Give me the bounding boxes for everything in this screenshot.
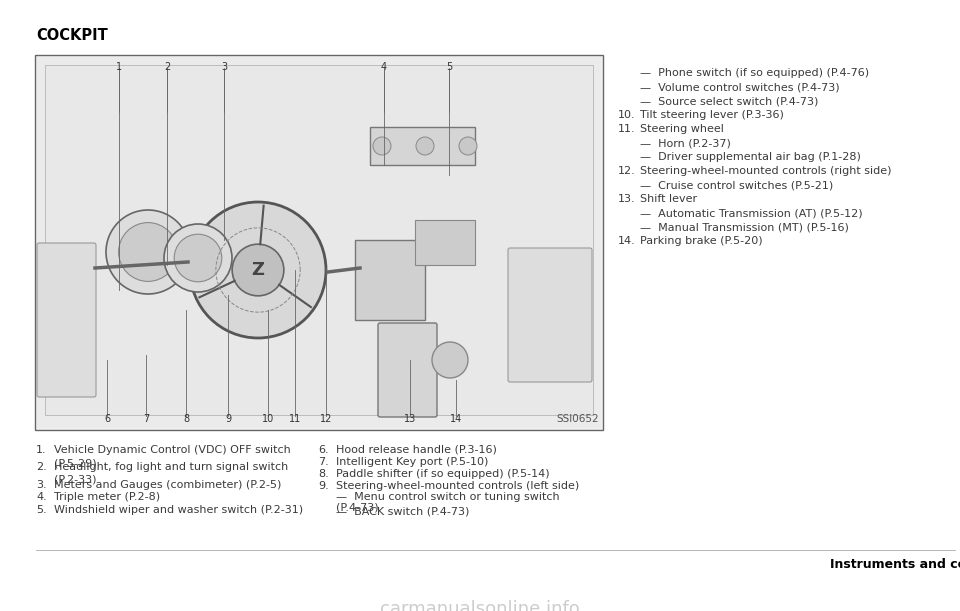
Bar [370, 127, 475, 165]
Text: 13.: 13. [618, 194, 636, 204]
Text: —  Cruise control switches (P.5-21): — Cruise control switches (P.5-21) [640, 180, 833, 190]
Text: 14: 14 [450, 414, 462, 424]
Text: 2.: 2. [36, 462, 47, 472]
Circle shape [190, 202, 326, 338]
Text: Instruments and controls: Instruments and controls [830, 558, 960, 571]
Text: Meters and Gauges (combimeter) (P.2-5): Meters and Gauges (combimeter) (P.2-5) [54, 480, 281, 490]
Text: 5.: 5. [36, 505, 47, 515]
Text: 11.: 11. [618, 124, 636, 134]
Text: COCKPIT: COCKPIT [36, 28, 108, 43]
Text: Intelligent Key port (P.5-10): Intelligent Key port (P.5-10) [336, 457, 489, 467]
Text: 4.: 4. [36, 492, 47, 502]
Text: 11: 11 [289, 414, 301, 424]
Circle shape [119, 222, 178, 282]
Text: —  Menu control switch or tuning switch: — Menu control switch or tuning switch [336, 492, 560, 502]
Text: Steering wheel: Steering wheel [640, 124, 724, 134]
Text: SSI0652: SSI0652 [557, 414, 599, 424]
Text: 12.: 12. [618, 166, 636, 176]
Text: —  Driver supplemental air bag (P.1-28): — Driver supplemental air bag (P.1-28) [640, 152, 861, 162]
Text: 1: 1 [116, 62, 122, 72]
Text: Z: Z [252, 261, 264, 279]
Text: —  Manual Transmission (MT) (P.5-16): — Manual Transmission (MT) (P.5-16) [640, 222, 849, 232]
Text: 3: 3 [221, 62, 228, 72]
Circle shape [106, 210, 190, 294]
Circle shape [164, 224, 232, 292]
Text: 8: 8 [183, 414, 189, 424]
Text: —  Volume control switches (P.4-73): — Volume control switches (P.4-73) [640, 82, 840, 92]
Text: 9: 9 [225, 414, 231, 424]
Text: 10.: 10. [618, 110, 636, 120]
Text: Hood release handle (P.3-16): Hood release handle (P.3-16) [336, 445, 497, 455]
Text: 2: 2 [164, 62, 170, 72]
Text: —  Automatic Transmission (AT) (P.5-12): — Automatic Transmission (AT) (P.5-12) [640, 208, 863, 218]
Circle shape [174, 234, 222, 282]
Text: —  Source select switch (P.4-73): — Source select switch (P.4-73) [640, 96, 818, 106]
Bar [45, 65, 593, 415]
Bar [355, 240, 425, 320]
Text: Paddle shifter (if so equipped) (P.5-14): Paddle shifter (if so equipped) (P.5-14) [336, 469, 550, 479]
Text: 9.: 9. [318, 481, 328, 491]
Circle shape [232, 244, 284, 296]
Text: carmanualsonline.info: carmanualsonline.info [380, 600, 580, 611]
FancyBboxPatch shape [37, 243, 96, 397]
Text: 6: 6 [104, 414, 110, 424]
Text: Windshield wiper and washer switch (P.2-31): Windshield wiper and washer switch (P.2-… [54, 505, 303, 515]
Circle shape [459, 137, 477, 155]
Text: —  Phone switch (if so equipped) (P.4-76): — Phone switch (if so equipped) (P.4-76) [640, 68, 869, 78]
Text: Steering-wheel-mounted controls (left side): Steering-wheel-mounted controls (left si… [336, 481, 579, 491]
Text: 8.: 8. [318, 469, 328, 479]
Text: 7: 7 [143, 414, 149, 424]
Circle shape [373, 137, 391, 155]
Bar [415, 220, 475, 265]
Text: (P.4-73): (P.4-73) [336, 503, 378, 513]
Text: Steering-wheel-mounted controls (right side): Steering-wheel-mounted controls (right s… [640, 166, 892, 176]
Circle shape [416, 137, 434, 155]
Text: 14.: 14. [618, 236, 636, 246]
Text: —  Horn (P.2-37): — Horn (P.2-37) [640, 138, 731, 148]
Text: Vehicle Dynamic Control (VDC) OFF switch: Vehicle Dynamic Control (VDC) OFF switch [54, 445, 291, 455]
Text: 7.: 7. [318, 457, 328, 467]
Text: Tilt steering lever (P.3-36): Tilt steering lever (P.3-36) [640, 110, 784, 120]
Text: 6.: 6. [318, 445, 328, 455]
Bar [37, 57, 601, 428]
Text: —  BACK switch (P.4-73): — BACK switch (P.4-73) [336, 506, 469, 516]
Text: 12: 12 [320, 414, 332, 424]
Text: 13: 13 [404, 414, 416, 424]
Text: 3.: 3. [36, 480, 47, 490]
Text: 5: 5 [445, 62, 452, 72]
Text: (P.5-29): (P.5-29) [54, 458, 97, 468]
FancyBboxPatch shape [378, 323, 437, 417]
Text: 10: 10 [262, 414, 275, 424]
Text: Triple meter (P.2-8): Triple meter (P.2-8) [54, 492, 160, 502]
Text: Shift lever: Shift lever [640, 194, 697, 204]
Text: 4: 4 [381, 62, 387, 72]
Text: Parking brake (P.5-20): Parking brake (P.5-20) [640, 236, 762, 246]
Circle shape [432, 342, 468, 378]
Text: 1.: 1. [36, 445, 47, 455]
Bar [35, 55, 603, 430]
Text: Headlight, fog light and turn signal switch: Headlight, fog light and turn signal swi… [54, 462, 288, 472]
FancyBboxPatch shape [508, 248, 592, 382]
Text: (P.2-33): (P.2-33) [54, 474, 97, 484]
